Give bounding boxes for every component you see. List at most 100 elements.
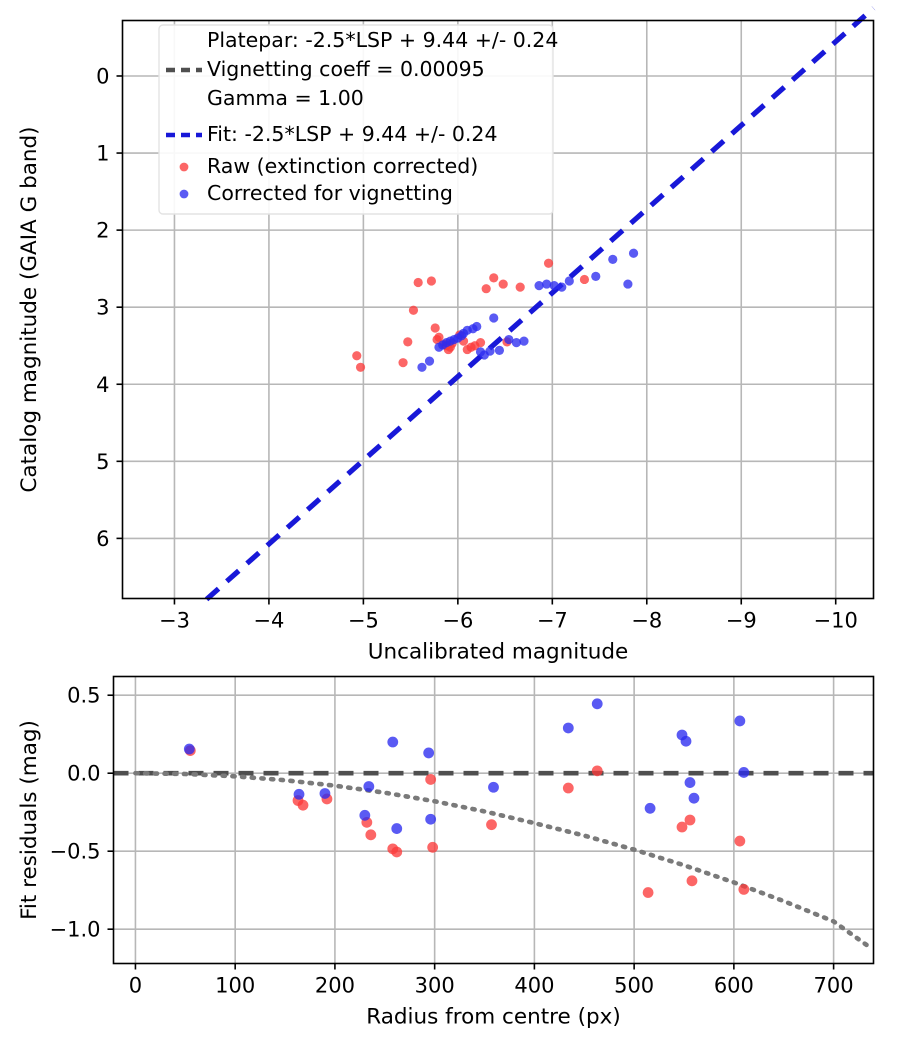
y-tick-label: −1.0 — [50, 918, 101, 942]
axes2-y-tick-labels: 0.5 0.0 −0.5 −1.0 — [50, 684, 101, 942]
y-tick-label: −0.5 — [50, 840, 101, 864]
data-point-corrected — [557, 282, 567, 292]
legend-marker-corrected-dot — [179, 189, 189, 199]
data-point-raw — [413, 277, 423, 288]
residual-point-corrected — [363, 781, 375, 792]
residual-point-raw — [365, 829, 377, 841]
legend-frame — [158, 24, 554, 215]
data-point-raw — [408, 305, 419, 315]
axes2-x-axis-label: Radius from centre (px) — [366, 1005, 620, 1030]
residual-point-corrected — [738, 767, 750, 778]
fit-residuals-plot: 0 100 200 300 400 500 600 700 0.5 0.0 −0.5 −1.0 Ra… — [17, 675, 875, 1030]
x-tick-label: 500 — [614, 974, 654, 998]
residual-point-corrected — [391, 823, 403, 834]
residual-point-corrected — [423, 747, 435, 759]
x-tick-label: 300 — [415, 974, 455, 998]
axes1-x-tick-labels: −3 −4 −5 −6 −7 −8 −9 −10 — [159, 609, 858, 633]
y-tick-label: 2 — [96, 219, 109, 243]
residual-point-raw — [734, 835, 746, 847]
legend-marker-raw-dot — [179, 162, 189, 172]
y-tick-label: 3 — [96, 296, 109, 320]
residual-point-corrected — [644, 802, 656, 814]
legend-entry-label: Fit: -2.5*LSP + 9.44 +/- 0.24 — [207, 122, 498, 146]
axes1-y-axis-label: Catalog magnitude (GAIA G band) — [17, 126, 42, 492]
residual-point-raw — [391, 846, 403, 858]
axes2-reference-lines — [113, 770, 874, 949]
axes2-frame — [112, 675, 875, 965]
residual-point-raw — [425, 774, 437, 785]
x-tick-label: 0 — [129, 974, 142, 998]
residual-point-corrected — [591, 698, 603, 710]
residual-point-raw — [686, 875, 698, 887]
legend-entry-label: Raw (extinction corrected) — [207, 154, 478, 178]
corrected-scatter-series — [417, 248, 639, 372]
x-tick-label: −7 — [537, 609, 568, 633]
data-point-raw — [489, 273, 499, 283]
residual-point-corrected — [488, 781, 499, 793]
residual-point-corrected — [562, 722, 574, 734]
y-tick-label: 5 — [96, 450, 109, 474]
residual-point-raw — [591, 765, 603, 777]
data-point-corrected — [511, 338, 522, 348]
data-point-raw — [475, 338, 486, 348]
data-point-raw — [498, 279, 508, 289]
data-point-raw — [355, 362, 366, 372]
data-point-corrected — [494, 345, 505, 355]
legend-entry-label: Vignetting coeff = 0.00095 — [207, 57, 485, 81]
residual-point-corrected — [387, 736, 399, 748]
axes2-x-tick-labels: 0 100 200 300 400 500 600 700 — [129, 974, 854, 998]
data-point-corrected — [591, 271, 601, 281]
residual-point-raw — [684, 814, 696, 826]
legend-entry-label: Gamma = 1.00 — [207, 86, 364, 110]
axes1-gridlines — [122, 20, 874, 599]
data-point-corrected — [519, 336, 529, 346]
data-point-corrected — [549, 281, 559, 291]
data-point-corrected — [542, 279, 552, 289]
data-point-corrected — [564, 276, 574, 286]
residual-point-raw — [427, 841, 439, 853]
legend-labels: Platepar: -2.5*LSP + 9.44 +/- 0.24 Vignet… — [207, 28, 558, 205]
x-tick-label: 700 — [814, 974, 854, 998]
data-point-corrected — [534, 281, 544, 291]
y-tick-label: 0.0 — [67, 762, 100, 786]
vignetting-model-curve — [133, 770, 871, 949]
x-tick-label: 400 — [514, 974, 554, 998]
data-point-raw — [579, 274, 590, 285]
axes1-tickmarks — [116, 75, 837, 605]
x-tick-label: −5 — [348, 609, 379, 633]
data-point-corrected — [623, 279, 633, 289]
residuals-corrected-scatter-series — [183, 698, 750, 834]
residual-point-raw — [676, 821, 688, 833]
x-tick-label: 100 — [215, 974, 255, 998]
residuals-raw-scatter-series — [184, 745, 750, 898]
axes2-tickmarks — [107, 694, 835, 970]
x-tick-label: −8 — [631, 609, 662, 633]
data-point-corrected — [628, 248, 639, 258]
legend-markers — [166, 67, 202, 199]
data-point-raw — [481, 284, 491, 294]
data-point-raw — [426, 276, 437, 286]
data-point-corrected — [417, 362, 427, 372]
data-point-raw — [398, 358, 408, 368]
y-tick-label: 4 — [96, 373, 109, 397]
residual-point-raw — [642, 887, 654, 898]
data-point-raw — [430, 323, 440, 333]
data-point-corrected — [489, 313, 499, 323]
x-tick-label: 600 — [714, 974, 754, 998]
data-point-raw — [434, 332, 444, 342]
data-point-corrected — [485, 346, 495, 356]
residual-point-corrected — [359, 809, 371, 821]
residual-point-corrected — [293, 788, 305, 800]
residual-point-corrected — [734, 715, 746, 727]
axes1-frame — [121, 19, 875, 600]
y-tick-label: 1 — [96, 142, 109, 166]
x-tick-label: −4 — [253, 609, 284, 633]
data-point-raw — [543, 258, 554, 268]
x-tick-label: −3 — [159, 609, 190, 633]
x-tick-label: 200 — [315, 974, 355, 998]
data-point-corrected — [472, 321, 482, 332]
fit-line — [204, 6, 876, 602]
axes1-x-axis-label: Uncalibrated magnitude — [368, 640, 628, 665]
